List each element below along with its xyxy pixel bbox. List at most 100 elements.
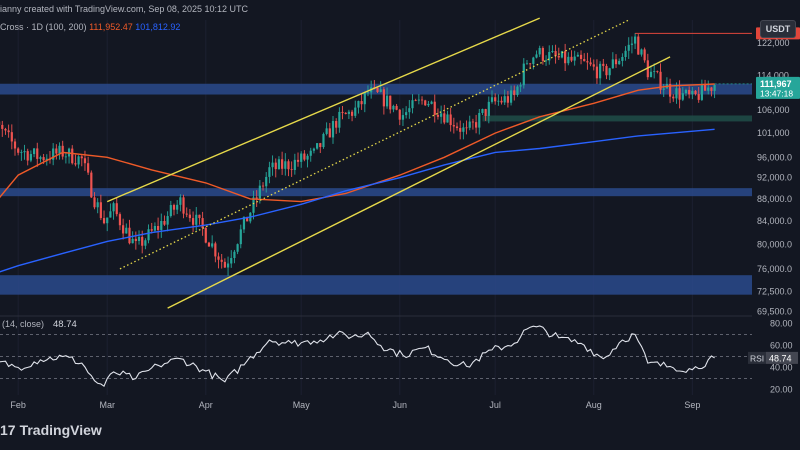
candle-body[interactable] bbox=[455, 126, 459, 129]
candle-body[interactable] bbox=[268, 167, 271, 177]
candle-body[interactable] bbox=[430, 101, 433, 104]
channel-lower-line[interactable] bbox=[167, 56, 671, 309]
candle-body[interactable] bbox=[481, 109, 484, 113]
candle-body[interactable] bbox=[611, 59, 614, 69]
candle-body[interactable] bbox=[246, 216, 249, 222]
candle-body[interactable] bbox=[198, 214, 201, 219]
candle-body[interactable] bbox=[217, 256, 220, 260]
candle-body[interactable] bbox=[449, 114, 452, 126]
candle-body[interactable] bbox=[233, 251, 236, 259]
candle-body[interactable] bbox=[230, 258, 233, 264]
candle-body[interactable] bbox=[39, 157, 42, 159]
candle-body[interactable] bbox=[331, 121, 335, 138]
candle-body[interactable] bbox=[602, 63, 605, 66]
candle-body[interactable] bbox=[284, 161, 287, 169]
candle-body[interactable] bbox=[424, 100, 427, 106]
support-resistance-zone-2[interactable] bbox=[0, 275, 752, 295]
candle-body[interactable] bbox=[640, 49, 643, 55]
channel-mid-dotted-line[interactable] bbox=[119, 19, 630, 270]
candle-body[interactable] bbox=[341, 111, 344, 113]
candle-body[interactable] bbox=[74, 163, 77, 165]
candle-body[interactable] bbox=[182, 197, 185, 214]
candle-body[interactable] bbox=[261, 185, 265, 187]
candle-body[interactable] bbox=[223, 261, 226, 268]
candle-body[interactable] bbox=[335, 121, 338, 128]
candle-body[interactable] bbox=[58, 145, 61, 154]
candle-body[interactable] bbox=[678, 88, 681, 100]
candle-body[interactable] bbox=[420, 99, 424, 101]
candle-body[interactable] bbox=[214, 243, 217, 257]
candle-body[interactable] bbox=[211, 243, 214, 247]
candle-body[interactable] bbox=[551, 51, 554, 53]
candle-body[interactable] bbox=[366, 92, 370, 94]
candle-body[interactable] bbox=[29, 154, 32, 161]
candle-body[interactable] bbox=[411, 100, 414, 109]
candle-body[interactable] bbox=[395, 105, 398, 110]
candle-body[interactable] bbox=[646, 60, 649, 78]
candle-body[interactable] bbox=[325, 128, 328, 134]
candle-body[interactable] bbox=[576, 54, 579, 57]
candle-body[interactable] bbox=[7, 130, 10, 133]
candle-body[interactable] bbox=[516, 86, 519, 96]
candle-body[interactable] bbox=[525, 63, 529, 65]
candle-body[interactable] bbox=[290, 169, 293, 171]
support-resistance-zone-1[interactable] bbox=[0, 188, 752, 197]
candle-body[interactable] bbox=[61, 145, 64, 157]
candle-body[interactable] bbox=[87, 163, 90, 173]
candle-body[interactable] bbox=[303, 153, 306, 160]
candle-body[interactable] bbox=[710, 87, 713, 91]
candle-body[interactable] bbox=[624, 50, 627, 57]
candle-body[interactable] bbox=[595, 66, 599, 79]
candle-body[interactable] bbox=[541, 48, 544, 61]
candle-body[interactable] bbox=[115, 203, 118, 215]
candle-body[interactable] bbox=[26, 151, 29, 161]
candle-body[interactable] bbox=[347, 111, 350, 114]
candle-body[interactable] bbox=[405, 112, 408, 116]
candle-body[interactable] bbox=[201, 218, 204, 229]
candle-body[interactable] bbox=[281, 159, 284, 169]
candle-body[interactable] bbox=[465, 127, 468, 129]
candle-body[interactable] bbox=[408, 108, 411, 113]
candle-body[interactable] bbox=[179, 197, 182, 205]
candle-body[interactable] bbox=[141, 236, 144, 246]
candle-body[interactable] bbox=[605, 65, 608, 76]
candle-body[interactable] bbox=[522, 63, 525, 86]
candle-body[interactable] bbox=[96, 202, 99, 208]
candle-body[interactable] bbox=[630, 43, 634, 45]
candle-body[interactable] bbox=[163, 220, 166, 225]
candle-body[interactable] bbox=[71, 148, 74, 164]
candle-body[interactable] bbox=[452, 125, 455, 127]
candle-body[interactable] bbox=[382, 89, 385, 107]
candle-body[interactable] bbox=[300, 153, 303, 162]
candle-body[interactable] bbox=[112, 203, 115, 212]
candle-body[interactable] bbox=[618, 60, 621, 65]
candle-body[interactable] bbox=[271, 162, 274, 168]
candle-body[interactable] bbox=[468, 121, 471, 128]
candle-body[interactable] bbox=[312, 148, 316, 151]
candle-body[interactable] bbox=[360, 101, 363, 105]
candle-body[interactable] bbox=[672, 96, 675, 99]
candle-body[interactable] bbox=[252, 197, 255, 213]
candle-body[interactable] bbox=[529, 63, 532, 65]
candle-body[interactable] bbox=[592, 64, 595, 67]
candle-body[interactable] bbox=[535, 54, 538, 58]
candle-body[interactable] bbox=[99, 202, 102, 219]
candle-body[interactable] bbox=[1, 124, 4, 129]
candle-body[interactable] bbox=[236, 244, 239, 252]
candle-body[interactable] bbox=[703, 84, 707, 91]
candle-body[interactable] bbox=[137, 236, 141, 242]
candle-body[interactable] bbox=[643, 49, 646, 61]
candle-body[interactable] bbox=[398, 109, 401, 120]
candle-body[interactable] bbox=[52, 148, 55, 160]
candle-body[interactable] bbox=[255, 197, 258, 199]
candle-body[interactable] bbox=[656, 71, 659, 72]
candle-body[interactable] bbox=[532, 57, 535, 64]
quote-currency-button[interactable]: USDT bbox=[760, 20, 796, 38]
candle-body[interactable] bbox=[573, 56, 576, 61]
candle-body[interactable] bbox=[675, 88, 678, 99]
candle-body[interactable] bbox=[150, 229, 153, 231]
moving-average-line-slow[interactable] bbox=[0, 128, 715, 278]
candle-body[interactable] bbox=[64, 156, 67, 158]
candle-body[interactable] bbox=[694, 90, 697, 95]
